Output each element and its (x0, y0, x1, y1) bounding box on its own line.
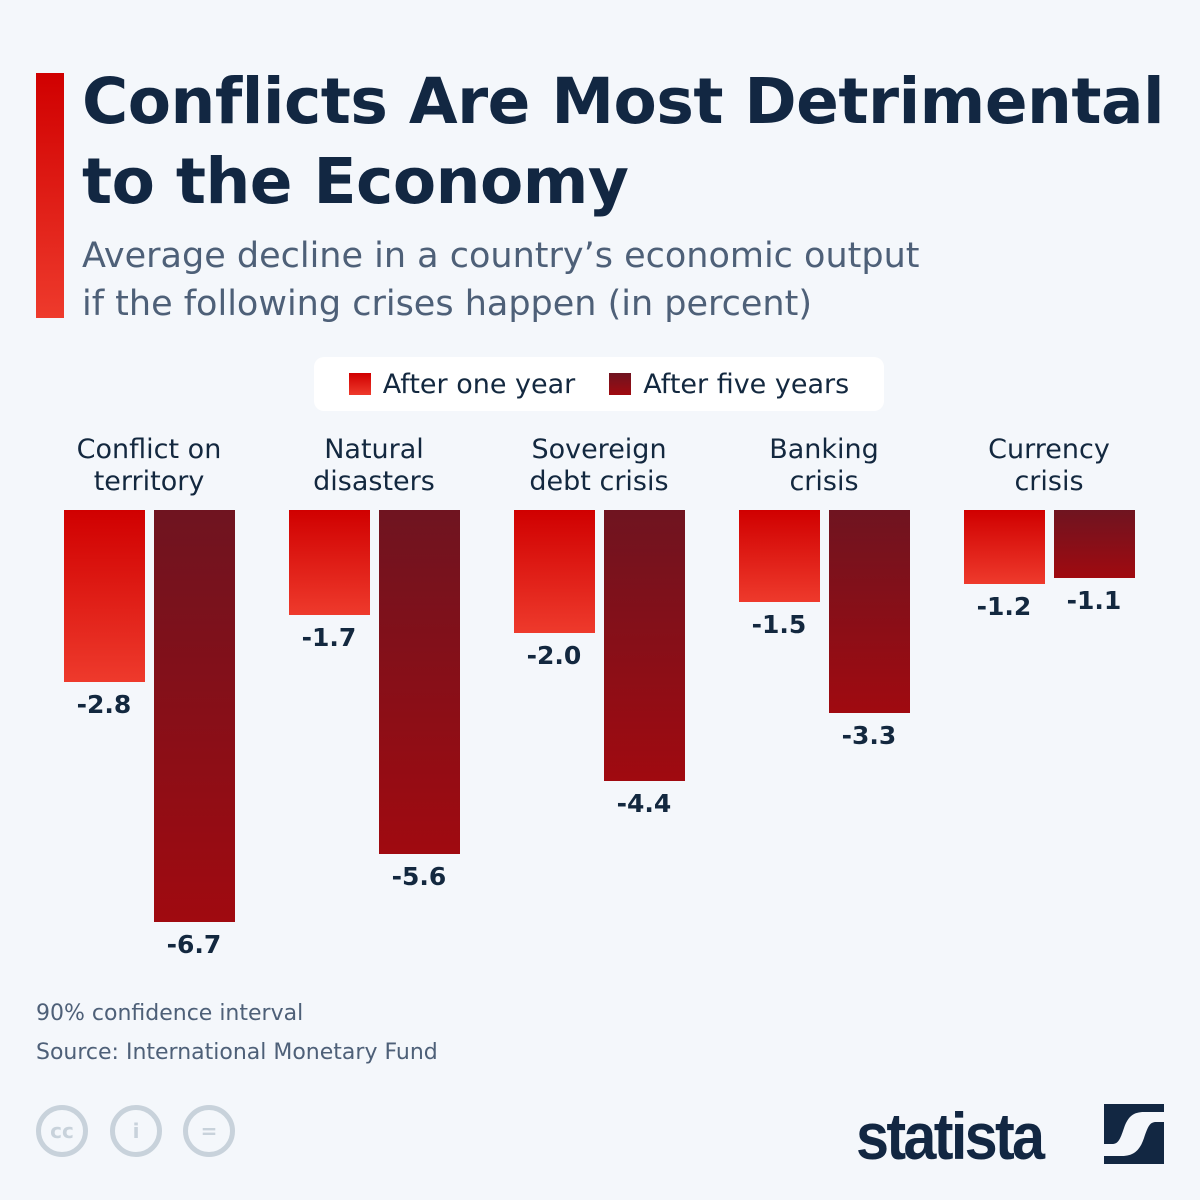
category-label: Banking crisis (769, 434, 879, 497)
data-label: -3.3 (841, 720, 897, 750)
data-label: -1.1 (1066, 585, 1122, 615)
category-label: Natural disasters (313, 434, 435, 497)
data-label: -2.0 (526, 641, 582, 670)
title-accent-bar (36, 73, 64, 318)
title-line-1: Conflicts Are Most Detrimental (82, 65, 1165, 138)
legend-item-one-year: After one year (348, 368, 576, 400)
title-line-2: to the Economy (82, 145, 629, 218)
data-label: -2.8 (76, 690, 132, 720)
subtitle-line-1: Average decline in a country’s economic … (82, 236, 920, 276)
footnote: 90% confidence interval (36, 1001, 304, 1026)
bar-five-years (829, 510, 910, 713)
cc-icon: cc (36, 1105, 88, 1157)
attribution-icon: i (110, 1105, 162, 1157)
chart-title: Conflicts Are Most Detrimental to the Eco… (82, 62, 1165, 222)
bar-five-years (379, 510, 460, 855)
statista-logo-mark (1104, 1104, 1164, 1164)
bar-five-years (1054, 510, 1135, 578)
legend-swatch (609, 373, 632, 395)
bar-five-years (154, 510, 235, 923)
legend-label: After one year (382, 368, 576, 400)
subtitle-line-2: if the following crises happen (in perce… (82, 284, 812, 324)
category-label: Conflict on territory (76, 434, 222, 497)
legend-item-five-years: After five years (609, 369, 849, 400)
bar-one-year (514, 510, 595, 633)
bar-one-year (289, 510, 370, 615)
bar-five-years (604, 510, 685, 781)
data-label: -1.7 (301, 622, 357, 652)
data-label: -1.2 (976, 591, 1032, 621)
chart-subtitle: Average decline in a country’s economic … (82, 232, 920, 328)
source: Source: International Monetary Fund (36, 1040, 438, 1065)
statista-logo: statista (856, 1099, 1045, 1173)
bar-one-year (964, 510, 1045, 584)
data-label: -5.6 (391, 862, 447, 892)
category-label: Currency crisis (988, 434, 1110, 497)
bar-one-year (64, 510, 145, 683)
data-label: -6.7 (166, 930, 222, 960)
category-label: Sovereign debt crisis (529, 434, 669, 497)
legend-swatch (348, 373, 371, 395)
no-derivatives-icon: = (183, 1105, 235, 1157)
data-label: -4.4 (616, 788, 672, 818)
data-label: -1.5 (751, 610, 807, 640)
bar-one-year (739, 510, 820, 603)
legend: After one year After five years (314, 357, 884, 411)
legend-label: After five years (643, 368, 850, 400)
